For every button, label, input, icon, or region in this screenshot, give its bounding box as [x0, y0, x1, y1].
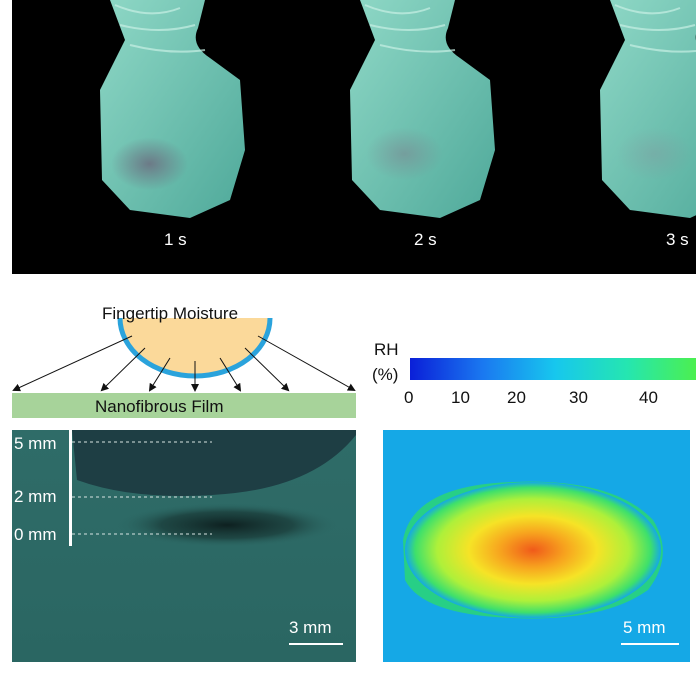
- colorbar-unit: (%): [372, 365, 399, 384]
- film-bag-photo: [100, 0, 245, 218]
- time-label-3: 3 s: [666, 230, 689, 249]
- distance-label-0mm: 0 mm: [14, 525, 57, 544]
- colorbar-tick-30: 30: [569, 388, 588, 407]
- film-bag-photo: [350, 0, 495, 218]
- frame-1: 1 s: [70, 0, 320, 274]
- scale-bar: [289, 643, 343, 645]
- heatmap-scale-bar: [621, 643, 679, 645]
- colorbar-tick-40: 40: [639, 388, 658, 407]
- time-label-2: 2 s: [414, 230, 437, 249]
- colorbar-tick-10: 10: [451, 388, 470, 407]
- time-label-1: 1 s: [164, 230, 187, 249]
- distance-label-5mm: 5 mm: [14, 434, 57, 453]
- frame-2: 2 s: [320, 0, 570, 274]
- colorbar-gradient: [410, 358, 696, 380]
- fingertip-schematic: Fingertip Moisture Nanofibrous Film: [0, 296, 380, 426]
- fingertip-moisture-label: Fingertip Moisture: [102, 304, 239, 323]
- nanofibrous-film-label: Nanofibrous Film: [95, 397, 224, 416]
- film-bag-photo: [600, 0, 696, 218]
- distance-label-2mm: 2 mm: [14, 487, 57, 506]
- colorbar-title: RH: [374, 340, 399, 359]
- fingertip-film-photo: 5 mm 2 mm 0 mm 3 mm: [12, 430, 356, 662]
- heatmap-image: [383, 430, 690, 662]
- colorbar-tick-0: 0: [404, 388, 414, 407]
- colorbar-tick-20: 20: [507, 388, 526, 407]
- distance-axis: [69, 430, 72, 546]
- heatmap-scale-bar-label: 5 mm: [623, 618, 666, 637]
- time-lapse-photo-strip: 1 s 2 s: [12, 0, 696, 274]
- rh-heatmap: 5 mm: [383, 430, 690, 662]
- scale-bar-label: 3 mm: [289, 618, 332, 637]
- rh-colorbar: RH (%) 0 10 20 30 40: [368, 336, 696, 416]
- schematic-diagram: [12, 317, 356, 418]
- frame-3: 3 s: [570, 0, 696, 274]
